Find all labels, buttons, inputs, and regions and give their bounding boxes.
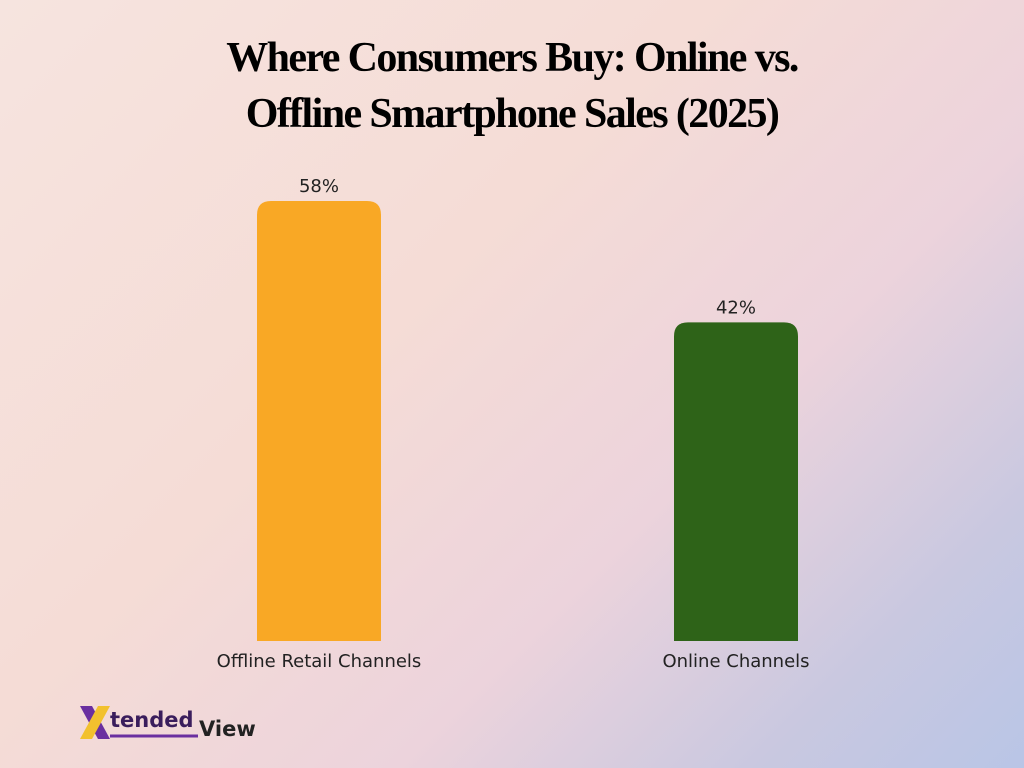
chart-title: Where Consumers Buy: Online vs. Offline … bbox=[226, 35, 799, 137]
logo-text: tended bbox=[110, 708, 194, 732]
bar bbox=[674, 322, 798, 641]
value-label: 42% bbox=[716, 297, 756, 318]
x-tick-label: Offline Retail Channels bbox=[217, 651, 422, 672]
logo: X tended View bbox=[80, 706, 256, 741]
bar bbox=[257, 201, 381, 641]
logo-text: View bbox=[199, 717, 256, 741]
x-tick-label: Online Channels bbox=[662, 651, 809, 672]
value-label: 58% bbox=[299, 176, 339, 197]
logo-shape bbox=[80, 706, 110, 739]
